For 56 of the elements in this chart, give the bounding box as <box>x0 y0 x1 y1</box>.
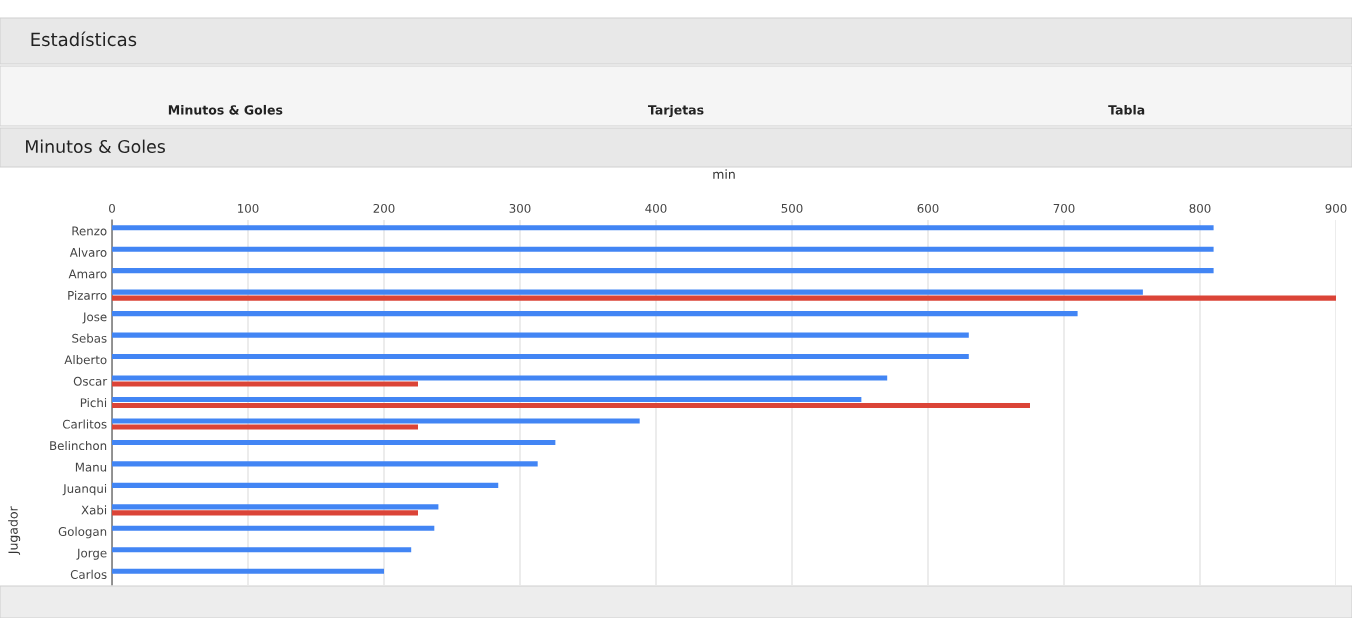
y-tick-label: Gologan <box>58 526 107 539</box>
y-tick-label: Jose <box>82 312 107 324</box>
bar <box>112 354 969 360</box>
text: Estadísticas <box>31 31 137 47</box>
bar <box>112 375 888 381</box>
x-axis-title: min <box>713 169 735 179</box>
x-tick-label: 100 <box>238 203 259 213</box>
y-tick-label: Carlitos <box>62 419 107 429</box>
y-tick-label: Jorge <box>76 548 107 560</box>
y-tick-label: Alvaro <box>69 247 107 257</box>
text: Tabla <box>1108 104 1145 115</box>
x-tick-label: 0 <box>109 203 115 213</box>
bar <box>112 461 538 467</box>
text: Minutos & Goles <box>168 104 283 115</box>
bar <box>112 311 1078 317</box>
bar <box>112 568 384 574</box>
x-tick-label: 800 <box>1189 203 1211 213</box>
y-tick-label: Oscar <box>73 376 108 386</box>
bar <box>112 418 640 424</box>
bar <box>112 547 412 553</box>
y-axis-title: Jugador <box>8 506 21 555</box>
y-tick-label: Carlos <box>70 569 107 579</box>
x-tick-label: 400 <box>645 203 667 213</box>
x-tick-label: 500 <box>781 203 803 213</box>
bar <box>112 402 1030 409</box>
y-tick-label: Belinchon <box>50 440 107 451</box>
x-tick-label: 200 <box>373 203 395 213</box>
text: Tarjetas <box>648 104 704 118</box>
y-tick-label: Alberto <box>64 355 107 365</box>
bar <box>112 396 862 403</box>
x-tick-label: 300 <box>509 203 531 213</box>
y-tick-label: Juanqui <box>62 483 107 496</box>
bar <box>112 268 1214 274</box>
bar <box>112 289 1143 295</box>
y-tick-label: Pichi <box>80 398 107 408</box>
bar <box>112 504 439 510</box>
y-tick-label: Amaro <box>68 269 107 279</box>
bar <box>112 381 418 387</box>
bar <box>112 332 969 338</box>
chart-title: Minutos & Goles <box>26 139 165 154</box>
bar <box>112 225 1214 231</box>
bar <box>112 246 1214 252</box>
bar <box>112 482 499 488</box>
y-tick-label: Pizarro <box>68 290 107 300</box>
y-tick-label: Manu <box>75 462 107 472</box>
bar <box>112 510 418 516</box>
y-tick-label: Renzo <box>72 226 107 236</box>
x-tick-label: 900 <box>1325 203 1347 213</box>
bar <box>112 295 1336 301</box>
y-tick-label: Sebas <box>72 333 107 343</box>
bar <box>112 424 418 430</box>
y-tick-label: Xabi <box>81 505 107 515</box>
x-tick-label: 600 <box>917 203 939 213</box>
bar <box>112 525 435 531</box>
x-tick-label: 700 <box>1053 203 1075 213</box>
bar <box>112 439 556 445</box>
